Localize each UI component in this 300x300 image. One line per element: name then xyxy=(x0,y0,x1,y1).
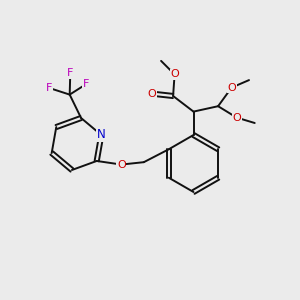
Text: O: O xyxy=(227,82,236,93)
Text: F: F xyxy=(83,79,89,89)
Text: F: F xyxy=(67,68,74,78)
Text: O: O xyxy=(117,160,126,170)
Text: O: O xyxy=(170,69,179,80)
Text: O: O xyxy=(232,112,241,123)
Text: F: F xyxy=(46,83,52,93)
Text: N: N xyxy=(97,128,106,142)
Text: O: O xyxy=(147,88,156,99)
